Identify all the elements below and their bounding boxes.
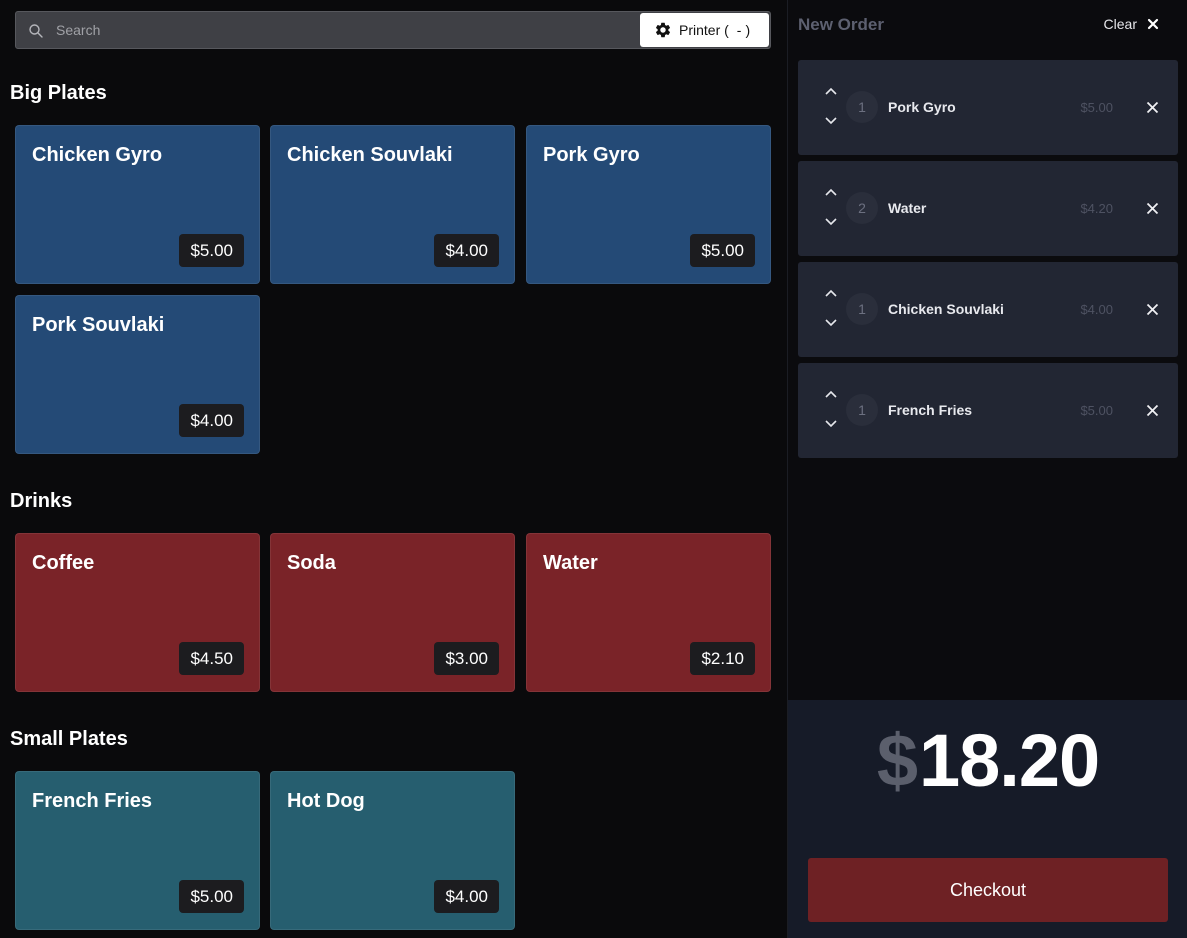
order-line: 1 Chicken Souvlaki $4.00 bbox=[798, 262, 1178, 357]
chevron-down-icon[interactable] bbox=[824, 217, 838, 227]
order-line-name: Pork Gyro bbox=[888, 99, 956, 115]
currency-symbol: $ bbox=[876, 719, 918, 802]
menu-item-price: $4.00 bbox=[434, 234, 499, 267]
menu-item-price: $5.00 bbox=[179, 880, 244, 913]
chevron-up-icon[interactable] bbox=[824, 187, 838, 197]
search-input[interactable] bbox=[56, 12, 636, 48]
menu-item-chicken-souvlaki[interactable]: Chicken Souvlaki $4.00 bbox=[270, 125, 515, 284]
order-line: 1 Pork Gyro $5.00 bbox=[798, 60, 1178, 155]
menu-item-pork-souvlaki[interactable]: Pork Souvlaki $4.00 bbox=[15, 295, 260, 454]
menu-item-price: $4.00 bbox=[434, 880, 499, 913]
menu-item-name: Pork Gyro bbox=[543, 144, 640, 166]
chevron-up-icon[interactable] bbox=[824, 86, 838, 96]
menu-item-name: Hot Dog bbox=[287, 790, 365, 812]
chevron-down-icon[interactable] bbox=[824, 116, 838, 126]
menu-panel: Printer ( - ) Big Plates Chicken Gyro $5… bbox=[10, 11, 771, 930]
menu-item-name: Soda bbox=[287, 552, 336, 574]
order-panel: New Order Clear 1 Pork Gyro $5.00 2 Wate… bbox=[787, 0, 1187, 938]
menu-item-hot-dog[interactable]: Hot Dog $4.00 bbox=[270, 771, 515, 930]
chevron-down-icon[interactable] bbox=[824, 419, 838, 429]
order-line-quantity: 1 bbox=[846, 293, 878, 325]
menu-item-price: $5.00 bbox=[179, 234, 244, 267]
menu-item-price: $5.00 bbox=[690, 234, 755, 267]
total-amount: 18.20 bbox=[918, 719, 1100, 802]
printer-status: - bbox=[736, 22, 742, 38]
clear-label: Clear bbox=[1103, 16, 1137, 32]
order-line: 2 Water $4.20 bbox=[798, 161, 1178, 256]
menu-item-name: French Fries bbox=[32, 790, 153, 812]
menu-item-name: Water bbox=[543, 552, 598, 574]
menu-item-name: Chicken Souvlaki bbox=[287, 144, 453, 166]
order-line-price: $4.20 bbox=[1080, 201, 1113, 216]
menu-item-price: $2.10 bbox=[690, 642, 755, 675]
menu-item-price: $4.00 bbox=[179, 404, 244, 437]
menu-item-chicken-gyro[interactable]: Chicken Gyro $5.00 bbox=[15, 125, 260, 284]
menu-item-pork-gyro[interactable]: Pork Gyro $5.00 bbox=[526, 125, 771, 284]
remove-line-close-icon[interactable] bbox=[1146, 404, 1159, 417]
menu-item-price: $3.00 bbox=[434, 642, 499, 675]
menu-item-name: Pork Souvlaki bbox=[32, 314, 165, 336]
section-title-big-plates: Big Plates bbox=[10, 82, 107, 104]
menu-item-price: $4.50 bbox=[179, 642, 244, 675]
search-bar: Printer ( - ) bbox=[15, 11, 771, 49]
section-title-drinks: Drinks bbox=[10, 490, 73, 512]
order-line-quantity: 1 bbox=[846, 91, 878, 123]
close-icon bbox=[1147, 18, 1159, 30]
order-line-name: Chicken Souvlaki bbox=[888, 301, 1004, 317]
order-title: New Order bbox=[798, 15, 884, 34]
chevron-down-icon[interactable] bbox=[824, 318, 838, 328]
total-panel: $18.20 Checkout bbox=[788, 700, 1187, 938]
menu-item-water[interactable]: Water $2.10 bbox=[526, 533, 771, 692]
printer-button[interactable]: Printer ( - ) bbox=[640, 13, 769, 47]
remove-line-close-icon[interactable] bbox=[1146, 202, 1159, 215]
order-line-price: $5.00 bbox=[1080, 100, 1113, 115]
checkout-button[interactable]: Checkout bbox=[808, 858, 1168, 922]
order-line-price: $4.00 bbox=[1080, 302, 1113, 317]
order-line-price: $5.00 bbox=[1080, 403, 1113, 418]
printer-label: Printer ( bbox=[679, 22, 729, 38]
gear-icon bbox=[655, 22, 671, 38]
menu-item-french-fries[interactable]: French Fries $5.00 bbox=[15, 771, 260, 930]
search-icon bbox=[29, 24, 43, 38]
order-line: 1 French Fries $5.00 bbox=[798, 363, 1178, 458]
order-line-name: French Fries bbox=[888, 402, 973, 418]
remove-line-close-icon[interactable] bbox=[1146, 101, 1159, 114]
order-line-name: Water bbox=[888, 200, 927, 216]
chevron-up-icon[interactable] bbox=[824, 288, 838, 298]
order-line-quantity: 2 bbox=[846, 192, 878, 224]
menu-item-soda[interactable]: Soda $3.00 bbox=[270, 533, 515, 692]
printer-label-close: ) bbox=[745, 22, 751, 38]
menu-item-name: Chicken Gyro bbox=[32, 144, 163, 166]
chevron-up-icon[interactable] bbox=[824, 389, 838, 399]
menu-item-name: Coffee bbox=[32, 552, 95, 574]
order-line-quantity: 1 bbox=[846, 394, 878, 426]
remove-line-close-icon[interactable] bbox=[1146, 303, 1159, 316]
section-title-small-plates: Small Plates bbox=[10, 728, 128, 750]
menu-item-coffee[interactable]: Coffee $4.50 bbox=[15, 533, 260, 692]
clear-order-button[interactable]: Clear bbox=[1104, 16, 1159, 32]
order-total: $18.20 bbox=[788, 718, 1187, 803]
